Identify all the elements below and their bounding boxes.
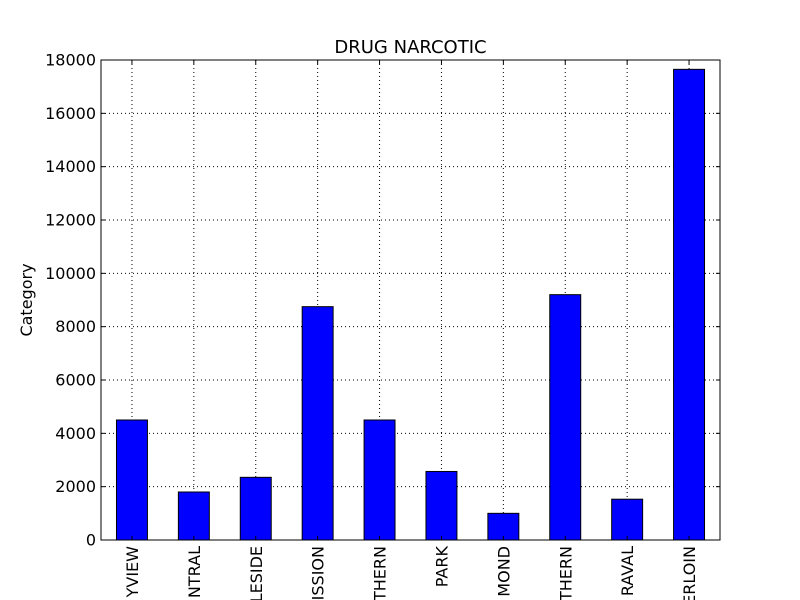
x-tick-label: ERLOIN [680, 546, 699, 600]
y-tick-label: 10000 [45, 264, 96, 283]
x-tick-label: RAVAL [618, 546, 637, 596]
x-tick-label: PARK [432, 546, 451, 588]
bar [301, 306, 334, 541]
grid-lines [101, 60, 720, 540]
x-tick-label: THERN [556, 546, 575, 600]
y-tick-label: 18000 [45, 51, 96, 70]
bar [239, 476, 272, 541]
bar [549, 294, 582, 541]
x-tick-label: LESIDE [247, 546, 266, 600]
bar [673, 68, 706, 541]
bar [611, 498, 644, 541]
bar [425, 470, 458, 541]
bar [487, 512, 520, 541]
x-tick-label: THERN [371, 546, 390, 600]
x-tick-label: YVIEW [123, 546, 142, 599]
y-tick-label: 2000 [55, 477, 96, 496]
bar [115, 419, 148, 541]
x-tick-label: NTRAL [185, 546, 204, 598]
chart-title: DRUG NARCOTIC [334, 37, 486, 58]
plot-frame [100, 59, 721, 541]
bar [177, 491, 210, 541]
x-tick-label: MOND [494, 546, 513, 597]
y-axis-ticks: 0 2000 4000 6000 8000 10000 12000 14000 16000 180… [45, 51, 720, 550]
y-tick-label: 0 [86, 531, 96, 550]
y-tick-label: 16000 [45, 104, 96, 123]
bar [363, 419, 396, 541]
y-tick-label: 14000 [45, 157, 96, 176]
bars [115, 68, 706, 541]
x-tick-label: ISSION [309, 546, 328, 600]
x-axis-ticks: YVIEW NTRAL LESIDE ISSION THERN PARK MOND THERN… [123, 60, 699, 600]
y-tick-label: 8000 [55, 317, 96, 336]
y-axis-label: Category [17, 263, 36, 336]
y-tick-label: 6000 [55, 371, 96, 390]
y-tick-label: 12000 [45, 211, 96, 230]
y-tick-label: 4000 [55, 424, 96, 443]
